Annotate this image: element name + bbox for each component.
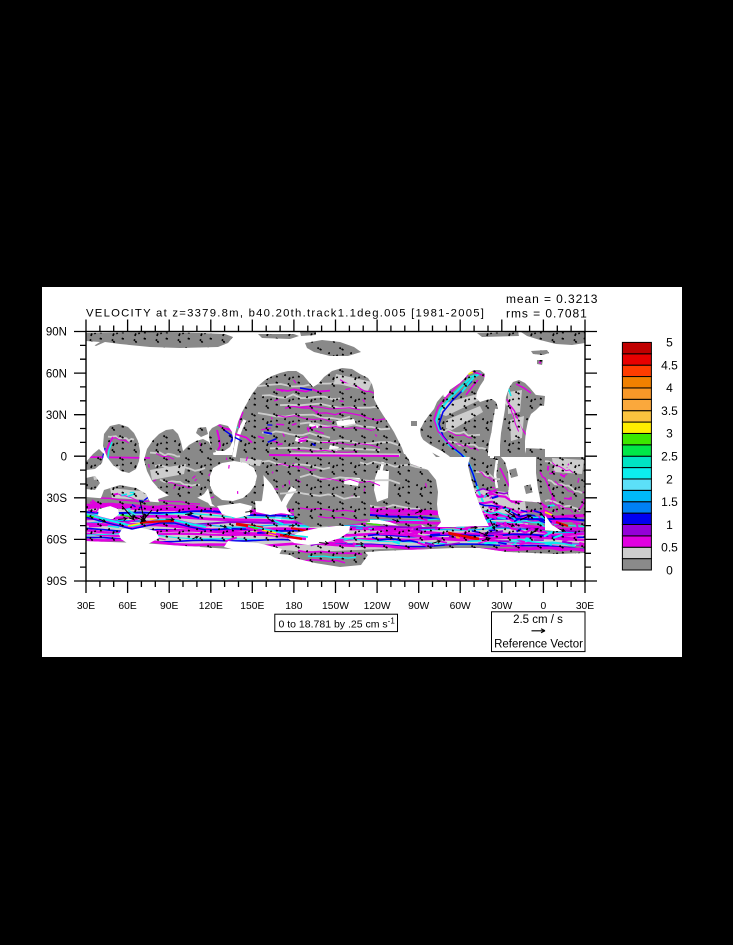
svg-text:150W: 150W bbox=[322, 601, 349, 612]
svg-text:0.5: 0.5 bbox=[661, 541, 678, 555]
svg-text:30W: 30W bbox=[491, 601, 512, 612]
svg-text:4.5: 4.5 bbox=[661, 359, 678, 373]
svg-text:90S: 90S bbox=[47, 576, 68, 588]
svg-text:0: 0 bbox=[61, 451, 67, 463]
svg-text:0: 0 bbox=[666, 563, 673, 577]
svg-text:180: 180 bbox=[285, 601, 302, 612]
svg-text:120W: 120W bbox=[364, 601, 391, 612]
svg-text:30N: 30N bbox=[46, 410, 67, 422]
svg-text:3.5: 3.5 bbox=[661, 404, 678, 418]
svg-text:2: 2 bbox=[666, 472, 673, 486]
svg-text:150E: 150E bbox=[240, 601, 264, 612]
svg-text:4: 4 bbox=[666, 381, 673, 395]
svg-text:30E: 30E bbox=[77, 601, 95, 612]
svg-text:VELOCITY at z=3379.8m, b40.20t: VELOCITY at z=3379.8m, b40.20th.track1.1… bbox=[86, 308, 485, 320]
svg-text:1.5: 1.5 bbox=[661, 495, 678, 509]
svg-text:90W: 90W bbox=[408, 601, 429, 612]
svg-text:30S: 30S bbox=[47, 493, 68, 505]
svg-text:60N: 60N bbox=[46, 368, 67, 380]
svg-text:0 to 18.781 by .25 cm s-1: 0 to 18.781 by .25 cm s-1 bbox=[279, 617, 396, 631]
svg-text:30E: 30E bbox=[576, 601, 594, 612]
svg-text:Reference Vector: Reference Vector bbox=[494, 639, 583, 651]
svg-text:2.5: 2.5 bbox=[661, 450, 678, 464]
svg-text:0: 0 bbox=[541, 601, 547, 612]
svg-text:120E: 120E bbox=[199, 601, 223, 612]
svg-text:90E: 90E bbox=[160, 601, 178, 612]
svg-text:3: 3 bbox=[666, 427, 673, 441]
svg-text:2.5 cm / s: 2.5 cm / s bbox=[513, 614, 563, 626]
svg-text:5: 5 bbox=[666, 336, 673, 350]
svg-text:90N: 90N bbox=[46, 327, 67, 339]
svg-text:rms = 0.7081: rms = 0.7081 bbox=[506, 306, 588, 320]
svg-text:mean = 0.3213: mean = 0.3213 bbox=[506, 292, 598, 306]
svg-text:60W: 60W bbox=[450, 601, 471, 612]
svg-text:60E: 60E bbox=[118, 601, 136, 612]
svg-text:1: 1 bbox=[666, 518, 673, 532]
svg-text:60S: 60S bbox=[47, 535, 68, 547]
